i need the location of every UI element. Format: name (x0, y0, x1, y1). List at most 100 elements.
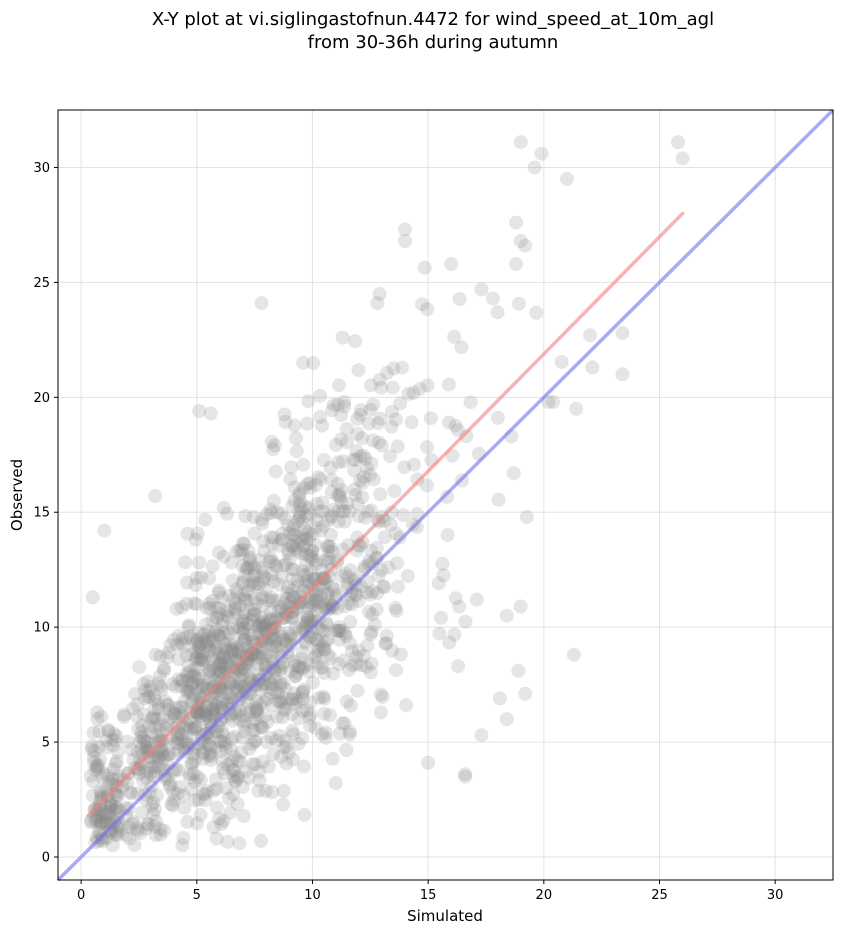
data-point (229, 642, 244, 656)
data-point (337, 395, 352, 409)
data-point (259, 691, 274, 706)
data-point (220, 655, 235, 670)
data-point (218, 650, 233, 665)
data-point (147, 754, 162, 769)
data-point (236, 536, 250, 551)
data-point (332, 620, 347, 635)
data-point (160, 650, 175, 665)
data-point (381, 560, 396, 575)
data-point (266, 574, 281, 589)
data-point (180, 718, 195, 733)
data-point (146, 751, 161, 766)
data-point (347, 574, 362, 589)
data-point (279, 557, 293, 572)
data-point (279, 756, 294, 771)
data-point (175, 631, 190, 646)
data-point (324, 510, 339, 525)
data-point (270, 505, 285, 520)
data-point (314, 588, 328, 603)
data-point (258, 582, 273, 597)
data-point (421, 755, 436, 770)
data-point (312, 577, 327, 592)
data-point (252, 618, 267, 633)
data-point (279, 739, 294, 754)
y-tick-label: 0 (42, 851, 50, 866)
data-point (139, 821, 154, 836)
data-point (331, 657, 346, 672)
data-point (328, 437, 343, 452)
data-point (286, 590, 301, 605)
data-point (246, 608, 261, 623)
data-point (209, 674, 224, 689)
data-point (273, 678, 288, 693)
data-point (193, 704, 208, 719)
data-point (157, 661, 171, 676)
data-point (309, 553, 324, 568)
data-point (407, 457, 421, 472)
data-point (204, 748, 219, 763)
data-point (171, 672, 186, 687)
data-point (212, 647, 226, 662)
data-point (167, 708, 182, 723)
data-point (218, 740, 233, 755)
data-point (85, 590, 100, 605)
data-point (133, 826, 148, 840)
data-point (232, 704, 247, 719)
data-point (297, 682, 311, 697)
data-point (284, 692, 299, 706)
data-point (106, 738, 120, 753)
data-point (436, 568, 451, 583)
data-point (189, 703, 204, 718)
data-point (364, 456, 379, 471)
data-point (356, 448, 371, 463)
data-point (236, 574, 251, 589)
data-point (273, 693, 288, 708)
data-point (280, 585, 295, 600)
data-point (147, 759, 162, 774)
data-point (190, 660, 205, 675)
data-point (389, 663, 404, 678)
data-point (258, 784, 273, 798)
data-point (206, 660, 221, 675)
data-point (246, 510, 261, 525)
data-point (135, 718, 150, 733)
data-point (321, 594, 336, 609)
data-point (379, 636, 394, 651)
data-point (200, 638, 214, 653)
data-point (148, 489, 163, 504)
data-point (136, 677, 151, 691)
data-point (89, 830, 104, 845)
data-point (284, 600, 299, 614)
data-point (331, 623, 346, 638)
data-point (492, 691, 507, 706)
data-point (206, 820, 221, 835)
data-point (134, 724, 149, 739)
data-point (232, 836, 247, 851)
data-point (233, 712, 248, 727)
data-point (224, 742, 238, 757)
data-point (166, 632, 181, 647)
data-point (353, 407, 368, 422)
data-point (225, 643, 240, 658)
data-point (170, 736, 185, 751)
data-point (317, 571, 332, 586)
data-point (255, 599, 270, 614)
data-point (161, 703, 176, 717)
data-point (180, 526, 195, 541)
data-point (203, 642, 218, 657)
data-point (231, 770, 246, 785)
data-point (218, 637, 233, 652)
data-point (302, 549, 317, 564)
data-point (179, 681, 194, 696)
data-point (271, 603, 286, 618)
data-point (163, 710, 178, 725)
data-point (384, 419, 399, 434)
data-point (256, 574, 271, 589)
data-point (92, 817, 107, 832)
data-point (295, 691, 310, 706)
data-point (409, 519, 424, 534)
data-point (174, 673, 189, 688)
data-point (245, 723, 260, 738)
data-point (258, 677, 273, 692)
data-point (309, 557, 323, 572)
